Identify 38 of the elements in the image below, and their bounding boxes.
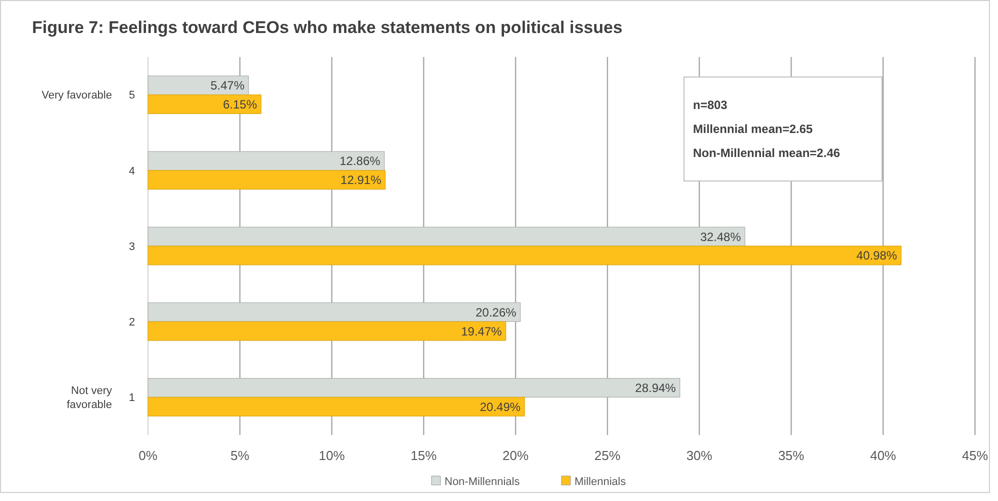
x-tick-label: 40%: [870, 448, 897, 463]
text: Not very favorable: [66, 385, 112, 412]
data-label: 40.98%: [856, 248, 898, 263]
data-label: 12.91%: [340, 173, 382, 188]
y-tick-label: 1: [128, 392, 135, 404]
data-label: 19.47%: [461, 324, 502, 338]
data-label: 32.48%: [700, 230, 742, 244]
y-tick-label: 2: [128, 316, 135, 328]
x-tick-label: 30%: [686, 448, 713, 463]
data-label: 6.15%: [222, 97, 258, 112]
x-tick-label: 5%: [230, 448, 250, 463]
legend-label: Non-Millennials: [444, 476, 520, 488]
y-tick-label: 4: [128, 165, 135, 178]
x-tick-label: 10%: [318, 448, 346, 463]
data-label: 20.49%: [480, 400, 521, 414]
x-tick-label: 35%: [778, 448, 805, 463]
bar: [148, 321, 506, 341]
x-tick-label: 25%: [594, 448, 621, 463]
legend-label: Millennials: [574, 476, 626, 488]
y-tick-label: 5: [128, 90, 135, 102]
x-tick-label: 20%: [502, 448, 529, 463]
bar: [148, 396, 525, 416]
bar: [148, 170, 386, 190]
x-tick-label: 45%: [962, 448, 988, 463]
data-label: 12.86%: [340, 154, 381, 168]
data-label: 20.26%: [476, 305, 517, 320]
data-label: 5.47%: [210, 78, 245, 93]
x-tick-label: 15%: [410, 448, 438, 463]
x-tick-label: 0%: [138, 448, 158, 463]
bar: [148, 94, 262, 114]
data-label: 28.94%: [635, 380, 676, 395]
text: Very favorable: [42, 90, 112, 102]
chart-title: Figure 7: Feelings toward CEOs who make statements on political issues: [32, 18, 622, 37]
annotation: Non-Millennial mean=2.46: [693, 146, 840, 160]
annotation: Millennial mean=2.65: [693, 122, 814, 136]
bar: [148, 246, 902, 266]
annotation: n=803: [693, 98, 728, 112]
y-tick-label: 3: [128, 240, 135, 253]
